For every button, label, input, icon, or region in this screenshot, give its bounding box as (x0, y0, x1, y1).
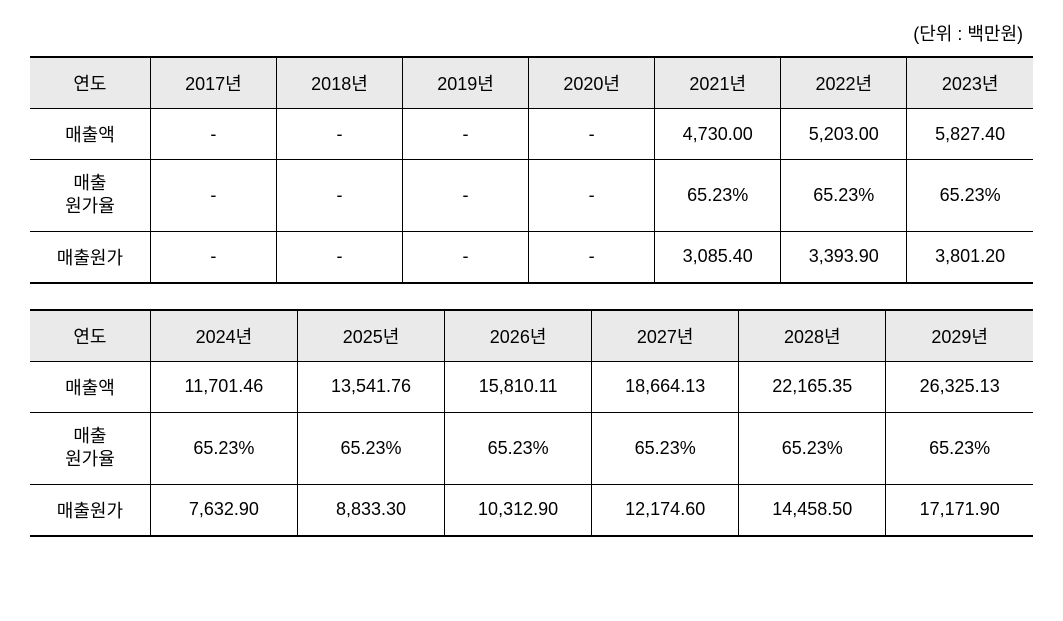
table-2-row-2-col-5: 17,171.90 (886, 484, 1033, 536)
table-2-row-0-col-1: 13,541.76 (297, 361, 444, 412)
table-row: 매출원가율 65.23% 65.23% 65.23% 65.23% 65.23%… (30, 412, 1033, 484)
table-2-row-1-col-0: 65.23% (150, 412, 297, 484)
table-2-row-0-col-2: 15,810.11 (445, 361, 592, 412)
table-1-header-3: 2019년 (403, 57, 529, 109)
table-1-row-0-col-0: - (150, 109, 276, 160)
table-1-row-2-col-0: - (150, 231, 276, 283)
table-1-row-0-col-2: - (403, 109, 529, 160)
table-row: 매출액 11,701.46 13,541.76 15,810.11 18,664… (30, 361, 1033, 412)
table-2-header-4: 2027년 (592, 310, 739, 362)
table-2-row-0-label: 매출액 (30, 361, 150, 412)
table-2-row-1-col-3: 65.23% (592, 412, 739, 484)
table-1-row-0-col-1: - (276, 109, 402, 160)
table-2-row-1-col-4: 65.23% (739, 412, 886, 484)
table-2-row-2-col-2: 10,312.90 (445, 484, 592, 536)
table-row: 매출액 - - - - 4,730.00 5,203.00 5,827.40 (30, 109, 1033, 160)
table-1-row-1-col-0: - (150, 160, 276, 232)
table-2-row-2-col-3: 12,174.60 (592, 484, 739, 536)
table-1-header-7: 2023년 (907, 57, 1033, 109)
table-2-row-1-col-1: 65.23% (297, 412, 444, 484)
table-1: 연도 2017년 2018년 2019년 2020년 2021년 2022년 2… (30, 56, 1033, 284)
table-1-header-5: 2021년 (655, 57, 781, 109)
table-1-row-2-label: 매출원가 (30, 231, 150, 283)
table-1-row-0-col-6: 5,827.40 (907, 109, 1033, 160)
table-1-header-1: 2017년 (150, 57, 276, 109)
table-1-row-2-col-5: 3,393.90 (781, 231, 907, 283)
table-2-row-1-label: 매출원가율 (30, 412, 150, 484)
table-row: 매출원가 - - - - 3,085.40 3,393.90 3,801.20 (30, 231, 1033, 283)
table-2-row-0-col-4: 22,165.35 (739, 361, 886, 412)
table-2-header-0: 연도 (30, 310, 150, 362)
table-1-row-0-col-4: 4,730.00 (655, 109, 781, 160)
table-2-row-2-col-4: 14,458.50 (739, 484, 886, 536)
table-1-header-4: 2020년 (529, 57, 655, 109)
table-1-header-row: 연도 2017년 2018년 2019년 2020년 2021년 2022년 2… (30, 57, 1033, 109)
table-row: 매출원가 7,632.90 8,833.30 10,312.90 12,174.… (30, 484, 1033, 536)
table-1-row-0-col-5: 5,203.00 (781, 109, 907, 160)
table-1-row-0-col-3: - (529, 109, 655, 160)
table-2-row-1-col-5: 65.23% (886, 412, 1033, 484)
table-1-row-1-col-2: - (403, 160, 529, 232)
table-2-row-2-label: 매출원가 (30, 484, 150, 536)
table-2: 연도 2024년 2025년 2026년 2027년 2028년 2029년 매… (30, 309, 1033, 537)
table-2-header-1: 2024년 (150, 310, 297, 362)
table-1-row-1-col-4: 65.23% (655, 160, 781, 232)
table-1-row-2-col-1: - (276, 231, 402, 283)
table-1-row-1-col-6: 65.23% (907, 160, 1033, 232)
table-1-header-6: 2022년 (781, 57, 907, 109)
table-2-header-5: 2028년 (739, 310, 886, 362)
table-2-row-0-col-5: 26,325.13 (886, 361, 1033, 412)
table-2-row-0-col-0: 11,701.46 (150, 361, 297, 412)
table-1-header-0: 연도 (30, 57, 150, 109)
table-1-row-1-label: 매출원가율 (30, 160, 150, 232)
table-1-row-1-col-3: - (529, 160, 655, 232)
unit-label: (단위 : 백만원) (30, 20, 1033, 46)
table-1-header-2: 2018년 (276, 57, 402, 109)
table-1-row-2-col-6: 3,801.20 (907, 231, 1033, 283)
table-2-row-2-col-1: 8,833.30 (297, 484, 444, 536)
table-row: 매출원가율 - - - - 65.23% 65.23% 65.23% (30, 160, 1033, 232)
table-1-row-1-col-1: - (276, 160, 402, 232)
table-2-header-row: 연도 2024년 2025년 2026년 2027년 2028년 2029년 (30, 310, 1033, 362)
table-2-header-2: 2025년 (297, 310, 444, 362)
table-2-header-3: 2026년 (445, 310, 592, 362)
table-2-row-2-col-0: 7,632.90 (150, 484, 297, 536)
table-1-row-2-col-2: - (403, 231, 529, 283)
table-1-row-0-label: 매출액 (30, 109, 150, 160)
table-2-header-6: 2029년 (886, 310, 1033, 362)
table-1-row-2-col-3: - (529, 231, 655, 283)
table-1-row-1-col-5: 65.23% (781, 160, 907, 232)
table-2-row-0-col-3: 18,664.13 (592, 361, 739, 412)
table-1-row-2-col-4: 3,085.40 (655, 231, 781, 283)
table-2-row-1-col-2: 65.23% (445, 412, 592, 484)
